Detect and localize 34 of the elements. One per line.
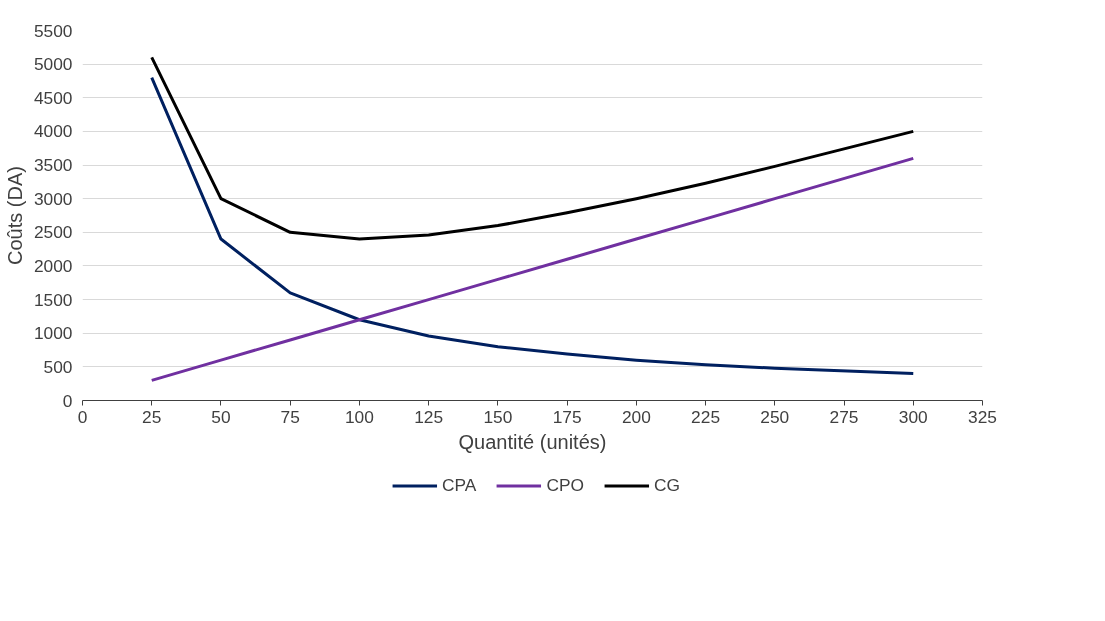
- y-tick-label: 3500: [33, 155, 73, 176]
- y-axis-title: Coûts (DA): [3, 166, 26, 265]
- x-tick-label: 200: [621, 406, 651, 427]
- y-tick-label: 0: [62, 390, 73, 411]
- x-tick-label: 125: [414, 406, 444, 427]
- x-tick-label: 300: [898, 406, 928, 427]
- legend-label: CPO: [546, 474, 584, 496]
- x-tick-label: 25: [142, 406, 162, 427]
- x-tick-label: 0: [77, 406, 88, 427]
- y-tick-label: 500: [43, 356, 73, 377]
- line-series: [150, 156, 915, 382]
- x-tick-label: 50: [211, 406, 231, 427]
- y-tick-label: 1500: [33, 289, 73, 310]
- x-tick-label: 175: [552, 406, 582, 427]
- y-tick-label: 2500: [33, 222, 73, 243]
- legend-label: CPA: [442, 474, 477, 496]
- x-tick-label: 250: [760, 406, 790, 427]
- x-tick-label: 150: [483, 406, 513, 427]
- line-series: [150, 55, 915, 241]
- x-tick-label: 325: [968, 406, 997, 427]
- y-tick-label: 1000: [33, 323, 73, 344]
- y-tick-label: 5500: [33, 20, 73, 41]
- y-tick-label: 3000: [33, 188, 73, 209]
- x-tick-label: 100: [344, 406, 374, 427]
- x-tick-label: 75: [280, 406, 300, 427]
- x-tick-label: 225: [691, 406, 721, 427]
- legend-label: CG: [653, 474, 680, 496]
- y-tick-label: 2000: [33, 255, 73, 276]
- x-axis-title: Quantité (unités): [458, 430, 607, 453]
- y-tick-label: 5000: [33, 54, 73, 75]
- line-series: [150, 76, 915, 376]
- y-tick-label: 4500: [33, 87, 73, 108]
- x-tick-label: 275: [829, 406, 859, 427]
- y-tick-label: 4000: [33, 121, 73, 142]
